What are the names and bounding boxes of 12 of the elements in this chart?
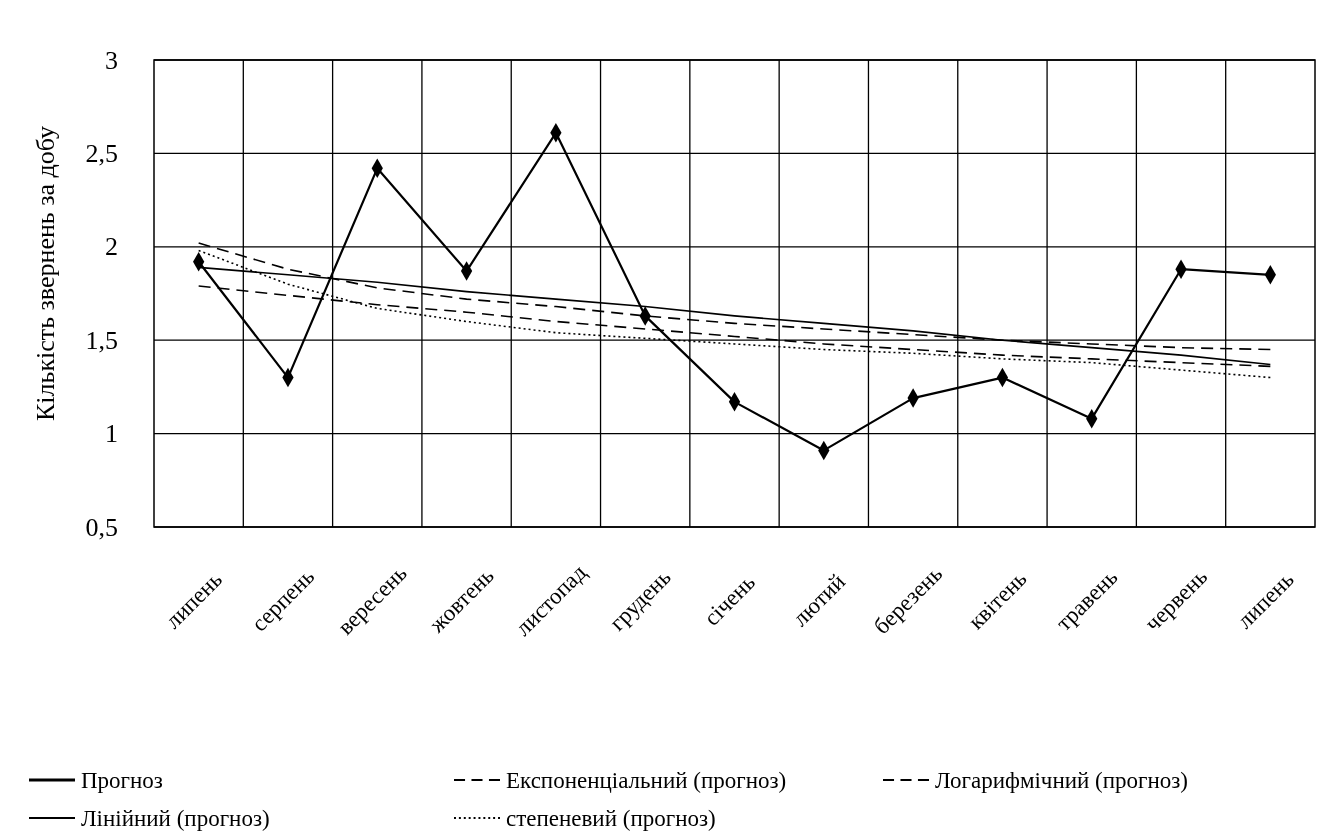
legend-label: степеневий (прогноз) (506, 805, 716, 831)
legend-label: Логарифмічний (прогноз) (935, 767, 1189, 793)
y-tick-label: 0,5 (85, 512, 118, 542)
y-tick-label: 3 (105, 45, 118, 75)
y-tick-label: 1,5 (85, 325, 118, 355)
legend-label: Прогноз (81, 767, 163, 793)
y-tick-label: 2,5 (85, 138, 118, 168)
y-tick-label: 1 (105, 419, 118, 449)
y-tick-label: 2 (105, 232, 118, 262)
y-axis-title: Кількість звернень за добу (30, 126, 60, 421)
legend-label: Лінійний (прогноз) (81, 805, 270, 831)
legend-label: Експоненціальний (прогноз) (506, 767, 787, 793)
